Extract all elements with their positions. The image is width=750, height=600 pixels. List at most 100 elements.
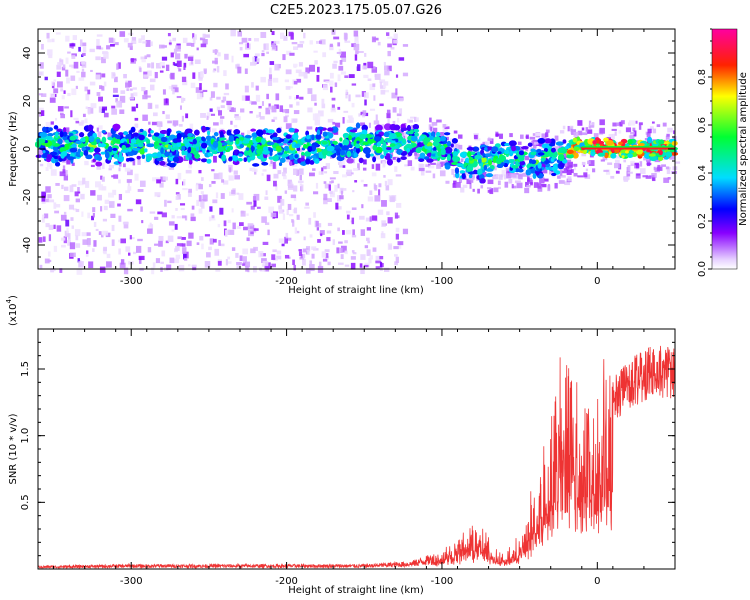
- noise-cell: [96, 34, 103, 37]
- noise-cell: [296, 101, 300, 106]
- noise-cell: [128, 80, 132, 87]
- noise-cell: [577, 120, 583, 126]
- noise-cell: [537, 183, 542, 189]
- noise-cell: [126, 88, 129, 91]
- noise-cell: [410, 166, 415, 171]
- noise-cell: [119, 262, 126, 269]
- noise-cell: [307, 88, 313, 94]
- noise-cell: [271, 105, 277, 113]
- noise-cell: [588, 160, 595, 166]
- noise-cell: [90, 69, 93, 72]
- noise-cell: [318, 261, 322, 267]
- noise-cell: [442, 127, 448, 132]
- noise-cell: [282, 213, 286, 220]
- noise-cell: [410, 116, 415, 119]
- noise-cell: [78, 121, 84, 126]
- noise-cell: [340, 188, 343, 195]
- noise-cell: [102, 230, 109, 236]
- noise-cell: [50, 169, 57, 176]
- spectral-cell: [349, 129, 358, 133]
- noise-cell: [545, 132, 549, 138]
- spectral-cell: [237, 157, 243, 162]
- noise-cell: [153, 112, 158, 117]
- noise-cell: [202, 194, 208, 202]
- spectral-cell: [573, 146, 580, 151]
- noise-cell: [269, 67, 272, 74]
- noise-cell: [102, 186, 107, 191]
- noise-cell: [204, 261, 211, 268]
- noise-cell: [49, 97, 56, 103]
- noise-cell: [386, 65, 392, 72]
- noise-cell: [452, 144, 457, 151]
- spectral-cell: [137, 142, 144, 148]
- noise-cell: [195, 184, 198, 191]
- x-tick-label: 0: [594, 576, 600, 587]
- spectral-cell: [480, 157, 487, 163]
- noise-cell: [321, 103, 326, 109]
- spectral-cell: [271, 136, 280, 141]
- noise-cell: [577, 175, 584, 178]
- spectral-cell: [256, 148, 264, 155]
- noise-cell: [82, 177, 86, 185]
- noise-cell: [280, 32, 284, 39]
- noise-cell: [261, 216, 267, 223]
- spectral-cell: [663, 156, 669, 160]
- spectral-cell: [146, 155, 152, 161]
- noise-cell: [206, 252, 211, 258]
- spectral-cell: [557, 147, 566, 154]
- spectral-cell: [530, 148, 536, 152]
- noise-cell: [402, 44, 409, 47]
- noise-cell: [242, 256, 247, 262]
- noise-cell: [413, 116, 417, 123]
- spectral-cell: [128, 148, 132, 152]
- noise-cell: [171, 215, 175, 219]
- noise-cell: [554, 135, 559, 141]
- noise-cell: [227, 261, 232, 264]
- noise-cell: [246, 42, 249, 48]
- noise-cell: [398, 57, 405, 61]
- noise-cell: [322, 84, 329, 91]
- spectral-cell: [301, 151, 305, 156]
- noise-cell: [246, 201, 253, 205]
- noise-cell: [363, 184, 368, 187]
- noise-cell: [195, 182, 202, 186]
- spectral-cell: [294, 154, 299, 159]
- spectral-cell: [133, 143, 138, 148]
- noise-cell: [591, 122, 595, 128]
- noise-cell: [71, 162, 75, 166]
- noise-cell: [339, 160, 345, 166]
- noise-cell: [262, 260, 269, 267]
- snr-y-scale-prefix: (x10: [8, 303, 19, 326]
- spectral-cell: [117, 156, 124, 163]
- spectral-cell: [544, 160, 551, 164]
- spectral-cell: [459, 170, 466, 174]
- spectral-cell: [153, 141, 160, 146]
- noise-cell: [145, 39, 151, 47]
- noise-cell: [344, 240, 348, 244]
- noise-cell: [436, 160, 442, 166]
- noise-cell: [520, 134, 524, 139]
- spectral-cell: [139, 128, 144, 133]
- noise-cell: [103, 81, 107, 87]
- noise-cell: [344, 75, 349, 78]
- noise-cell: [168, 167, 175, 170]
- noise-cell: [62, 64, 66, 69]
- noise-cell: [566, 159, 572, 163]
- noise-cell: [250, 205, 255, 210]
- spectral-cell: [550, 147, 556, 153]
- spectral-cell: [183, 150, 188, 156]
- spectral-cell: [251, 152, 257, 157]
- spectral-cell: [201, 125, 207, 133]
- noise-cell: [252, 196, 257, 202]
- noise-cell: [248, 37, 252, 41]
- spectral-cell: [285, 134, 292, 139]
- noise-cell: [216, 96, 221, 100]
- noise-cell: [289, 52, 295, 56]
- spectral-cell: [83, 150, 89, 156]
- noise-cell: [481, 171, 487, 178]
- noise-cell: [384, 180, 388, 187]
- noise-cell: [59, 268, 63, 273]
- noise-cell: [387, 36, 393, 39]
- y-tick-label: 0.5: [20, 494, 31, 510]
- noise-cell: [95, 74, 101, 80]
